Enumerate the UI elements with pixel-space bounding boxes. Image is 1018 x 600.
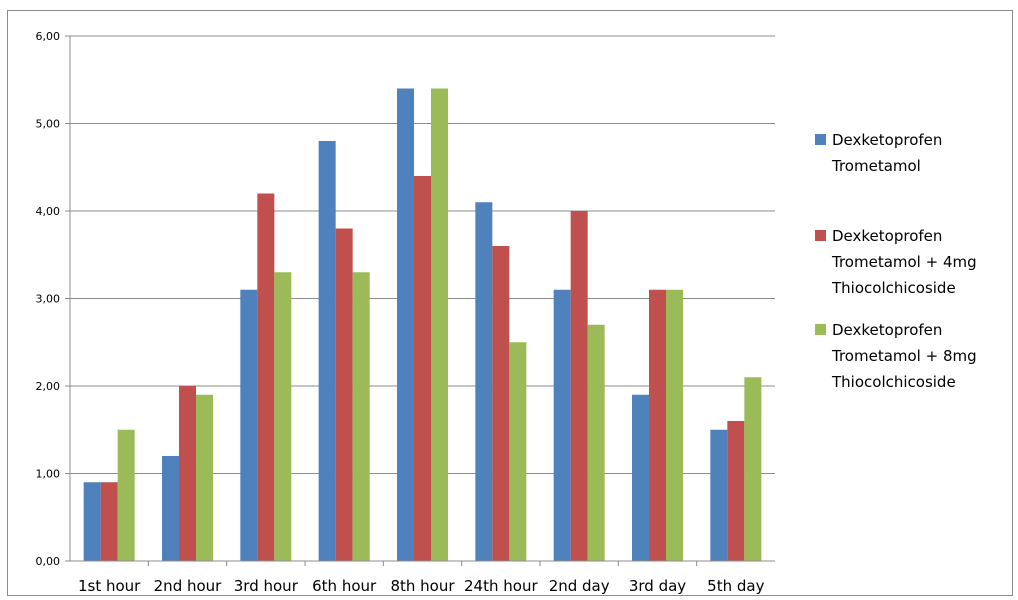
bar-series-2 [100,482,118,561]
legend-label: Dexketoprofen [832,227,942,245]
bar-series-2 [257,193,275,561]
legend: Dexketoprofen Trometamol Dexketoprofen Trom… [815,131,977,391]
bar-series-2 [414,176,431,561]
y-axis-ticks: 0,00 1,00 2,00 3,00 4,00 5,00 6,00 [36,30,61,568]
bar-series-3 [587,324,605,561]
y-tick-label: 3,00 [36,293,61,306]
bar-series-1 [318,141,336,561]
bar-series-3 [117,429,135,561]
x-tick-label: 1st hour [78,577,141,595]
x-tick-label: 3rd hour [234,577,299,595]
bar-series-3 [744,377,762,561]
bar-series-3 [196,394,213,561]
legend-swatch [815,134,826,145]
bar-series-1 [162,456,179,561]
bar-series-1 [710,429,728,561]
bar-series-3 [431,88,448,561]
y-tick-label: 0,00 [36,555,61,568]
bar-series-3 [509,342,527,561]
y-tick-label: 6,00 [36,30,61,43]
legend-label: Thiocolchicoside [831,373,956,391]
legend-label: Dexketoprofen [832,321,942,339]
bar-series-1 [397,88,414,561]
bar-series-2 [570,211,588,561]
legend-label: Dexketoprofen [832,131,942,149]
bar-series-3 [666,289,683,561]
bar-series-1 [553,289,571,561]
x-tick-label: 5th day [707,577,764,595]
x-tick-label: 24th hour [464,577,538,595]
legend-label: Trometamol + 8mg [831,347,977,365]
y-tick-label: 1,00 [36,468,61,481]
bar-series-1 [240,289,258,561]
legend-swatch [815,230,826,241]
x-tick-label: 8th hour [390,577,455,595]
bar-series-2 [727,421,745,561]
x-tick-label: 3rd day [629,577,686,595]
axes [65,35,775,566]
legend-label: Thiocolchicoside [831,279,956,297]
y-tick-label: 2,00 [36,380,61,393]
bar-series-2 [492,246,510,561]
bar-series-1 [632,394,649,561]
x-tick-label: 6th hour [312,577,377,595]
bar-series-3 [274,272,292,561]
legend-label: Trometamol + 4mg [831,253,977,271]
legend-label: Trometamol [831,157,921,175]
bar-series-1 [475,202,493,561]
bar-series-2 [179,386,196,561]
bar-series-2 [335,228,353,561]
bar-series-2 [649,289,666,561]
x-tick-label: 2nd day [549,577,610,595]
x-axis-ticks: 1st hour 2nd hour 3rd hour 6th hour 8th hour… [78,577,765,595]
bar-series-3 [352,272,370,561]
bar-series-1 [83,482,101,561]
legend-swatch [815,324,826,335]
y-tick-label: 5,00 [36,118,61,131]
y-tick-label: 4,00 [36,205,61,218]
x-tick-label: 2nd hour [154,577,223,595]
bars [83,88,762,561]
